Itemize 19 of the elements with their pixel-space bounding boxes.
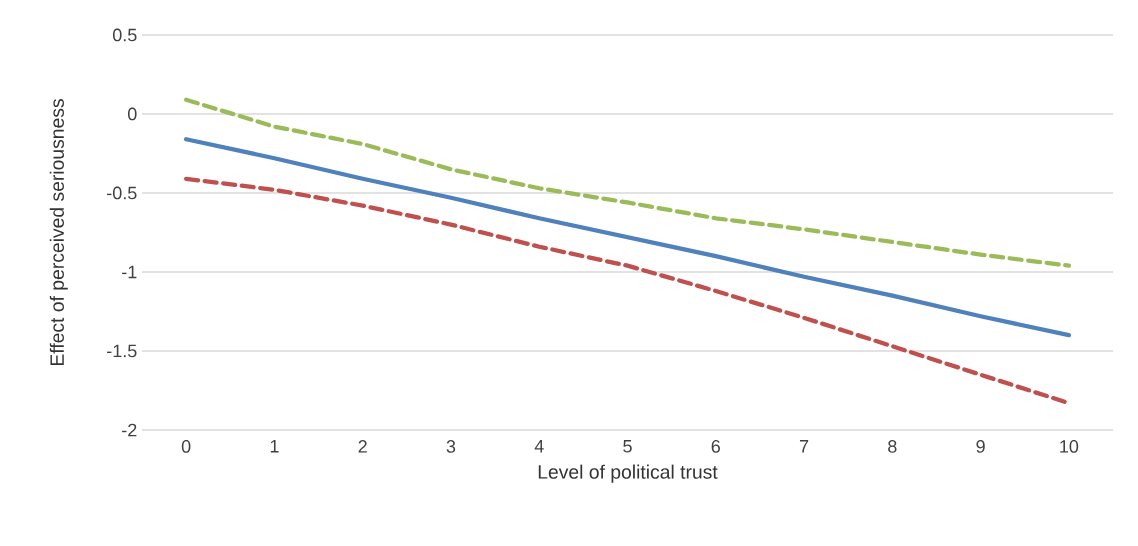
x-tick-label: 8 (888, 440, 897, 453)
x-tick-label: 2 (358, 440, 367, 453)
x-tick-label: 7 (799, 440, 809, 453)
y-tick-label: -1.5 (107, 344, 137, 358)
y-tick-label: 0 (127, 107, 137, 121)
y-axis-title: Effect of perceived seriousness (49, 99, 68, 366)
y-tick-label: 0.5 (112, 28, 137, 42)
x-tick-label: 10 (1060, 440, 1079, 453)
x-tick-label: 0 (181, 440, 191, 453)
x-tick-label: 9 (976, 440, 985, 453)
y-tick-label: -0.5 (107, 186, 137, 200)
x-tick-label: 3 (446, 440, 456, 453)
x-tick-label: 1 (270, 440, 279, 453)
y-tick-label: -1 (122, 265, 137, 279)
x-tick-label: 6 (711, 440, 720, 453)
x-tick-label: 4 (534, 440, 544, 453)
x-tick-label: 5 (623, 440, 632, 453)
x-axis-title: Level of political trust (538, 464, 718, 483)
y-tick-label: -2 (122, 423, 137, 437)
